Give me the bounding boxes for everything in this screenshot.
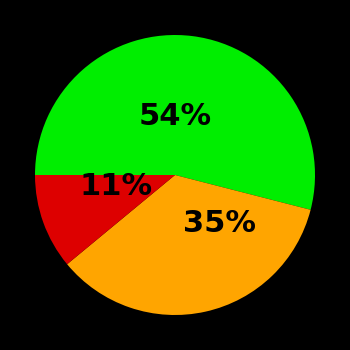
Text: 11%: 11% xyxy=(80,172,153,201)
Wedge shape xyxy=(35,175,175,264)
Text: 35%: 35% xyxy=(183,210,256,238)
Text: 54%: 54% xyxy=(139,102,211,131)
Wedge shape xyxy=(35,35,315,210)
Wedge shape xyxy=(67,175,310,315)
